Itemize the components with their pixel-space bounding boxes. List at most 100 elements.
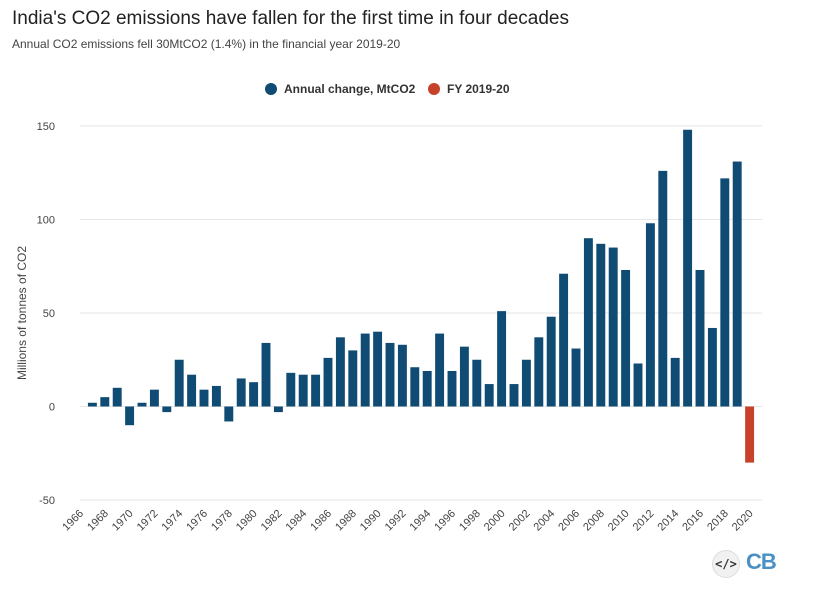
bar (373, 331, 383, 407)
bar (447, 370, 457, 407)
x-tick-label: 1996 (432, 508, 458, 534)
bar (199, 389, 209, 407)
x-tick-label: 1972 (135, 508, 161, 534)
bar (149, 389, 159, 407)
x-tick-label: 2004 (532, 508, 558, 534)
x-tick-label: 2012 (631, 508, 657, 534)
bar (100, 397, 110, 407)
x-tick-label: 1968 (85, 508, 111, 534)
bar (435, 333, 445, 407)
bar (621, 269, 631, 407)
bar (112, 387, 122, 407)
bar (311, 374, 321, 407)
y-tick-label: 100 (37, 215, 55, 227)
bar (360, 333, 370, 407)
y-tick-label: 50 (43, 308, 55, 320)
bar (273, 406, 283, 413)
bar (732, 161, 742, 407)
bar (459, 346, 469, 407)
bar (137, 402, 147, 407)
x-tick-label: 2014 (656, 508, 682, 534)
x-tick-label: 1988 (333, 508, 359, 534)
bar (484, 384, 494, 407)
x-tick-label: 1986 (308, 508, 334, 534)
y-tick-label: 150 (37, 121, 55, 133)
x-tick-label: 1990 (358, 508, 384, 534)
x-axis-ticks: 1966 1968 1970 1972 1974 1976 1978 1980 1982 1984… (60, 508, 755, 534)
bar (608, 247, 618, 407)
x-tick-label: 1994 (408, 508, 434, 534)
bar (521, 359, 531, 407)
bar (261, 342, 271, 407)
x-tick-label: 1974 (160, 508, 186, 534)
x-tick-label: 1970 (110, 508, 136, 534)
y-axis-label: Millions of tonnes of CO2 (15, 246, 29, 380)
bar (87, 402, 97, 407)
bar (298, 374, 308, 407)
legend: Annual change, MtCO2 FY 2019-20 (265, 82, 510, 96)
bar (658, 170, 668, 407)
bar (707, 327, 717, 407)
bar (410, 367, 420, 407)
chart-title: India's CO2 emissions have fallen for th… (12, 8, 570, 29)
bar (348, 350, 358, 407)
bar (683, 129, 693, 407)
bar (174, 359, 184, 407)
x-tick-label: 2010 (606, 508, 632, 534)
bar (224, 406, 234, 422)
bar (249, 382, 259, 407)
x-tick-label: 1992 (383, 508, 409, 534)
bar (385, 342, 395, 407)
embed-code-icon[interactable]: </> (712, 550, 740, 578)
x-tick-label: 1982 (259, 508, 285, 534)
bar (162, 406, 172, 413)
bar (596, 243, 606, 407)
x-tick-label: 1978 (209, 508, 235, 534)
legend-label: FY 2019-20 (447, 82, 510, 96)
x-tick-label: 2018 (705, 508, 731, 534)
x-tick-label: 2016 (680, 508, 706, 534)
bar (670, 357, 680, 407)
x-tick-label: 1980 (234, 508, 260, 534)
bar (546, 316, 556, 407)
x-tick-label: 2008 (581, 508, 607, 534)
x-tick-label: 2002 (507, 508, 533, 534)
bar (236, 378, 246, 407)
bar (125, 406, 135, 426)
y-axis-ticks: -50 0 50 100 150 (37, 121, 55, 507)
x-tick-label: 2000 (482, 508, 508, 534)
y-tick-label: 0 (49, 402, 55, 414)
carbon-brief-logo: CB (746, 549, 777, 574)
bar (633, 363, 643, 407)
x-tick-label: 1998 (457, 508, 483, 534)
bar (397, 344, 407, 407)
bar (695, 269, 705, 407)
x-tick-label: 2006 (556, 508, 582, 534)
x-tick-label: 2020 (730, 508, 756, 534)
bar (720, 178, 730, 407)
y-tick-label: -50 (39, 495, 55, 507)
bar (211, 385, 221, 407)
legend-marker (265, 83, 277, 95)
bar (509, 384, 519, 407)
x-tick-label: 1976 (184, 508, 210, 534)
bar (323, 357, 333, 407)
bar (745, 406, 755, 463)
bar (583, 238, 593, 407)
bar (335, 337, 345, 407)
legend-label: Annual change, MtCO2 (284, 82, 416, 96)
bar (571, 348, 581, 407)
bars (87, 129, 755, 463)
bar (559, 273, 569, 407)
legend-marker (428, 83, 440, 95)
bar (472, 359, 482, 407)
bar (187, 374, 197, 407)
chart-subtitle: Annual CO2 emissions fell 30MtCO2 (1.4%)… (12, 37, 401, 51)
x-tick-label: 1966 (60, 508, 86, 534)
bar (534, 337, 544, 407)
bar (286, 372, 296, 407)
bar (645, 223, 655, 407)
bar (422, 370, 432, 407)
x-tick-label: 1984 (284, 508, 310, 534)
